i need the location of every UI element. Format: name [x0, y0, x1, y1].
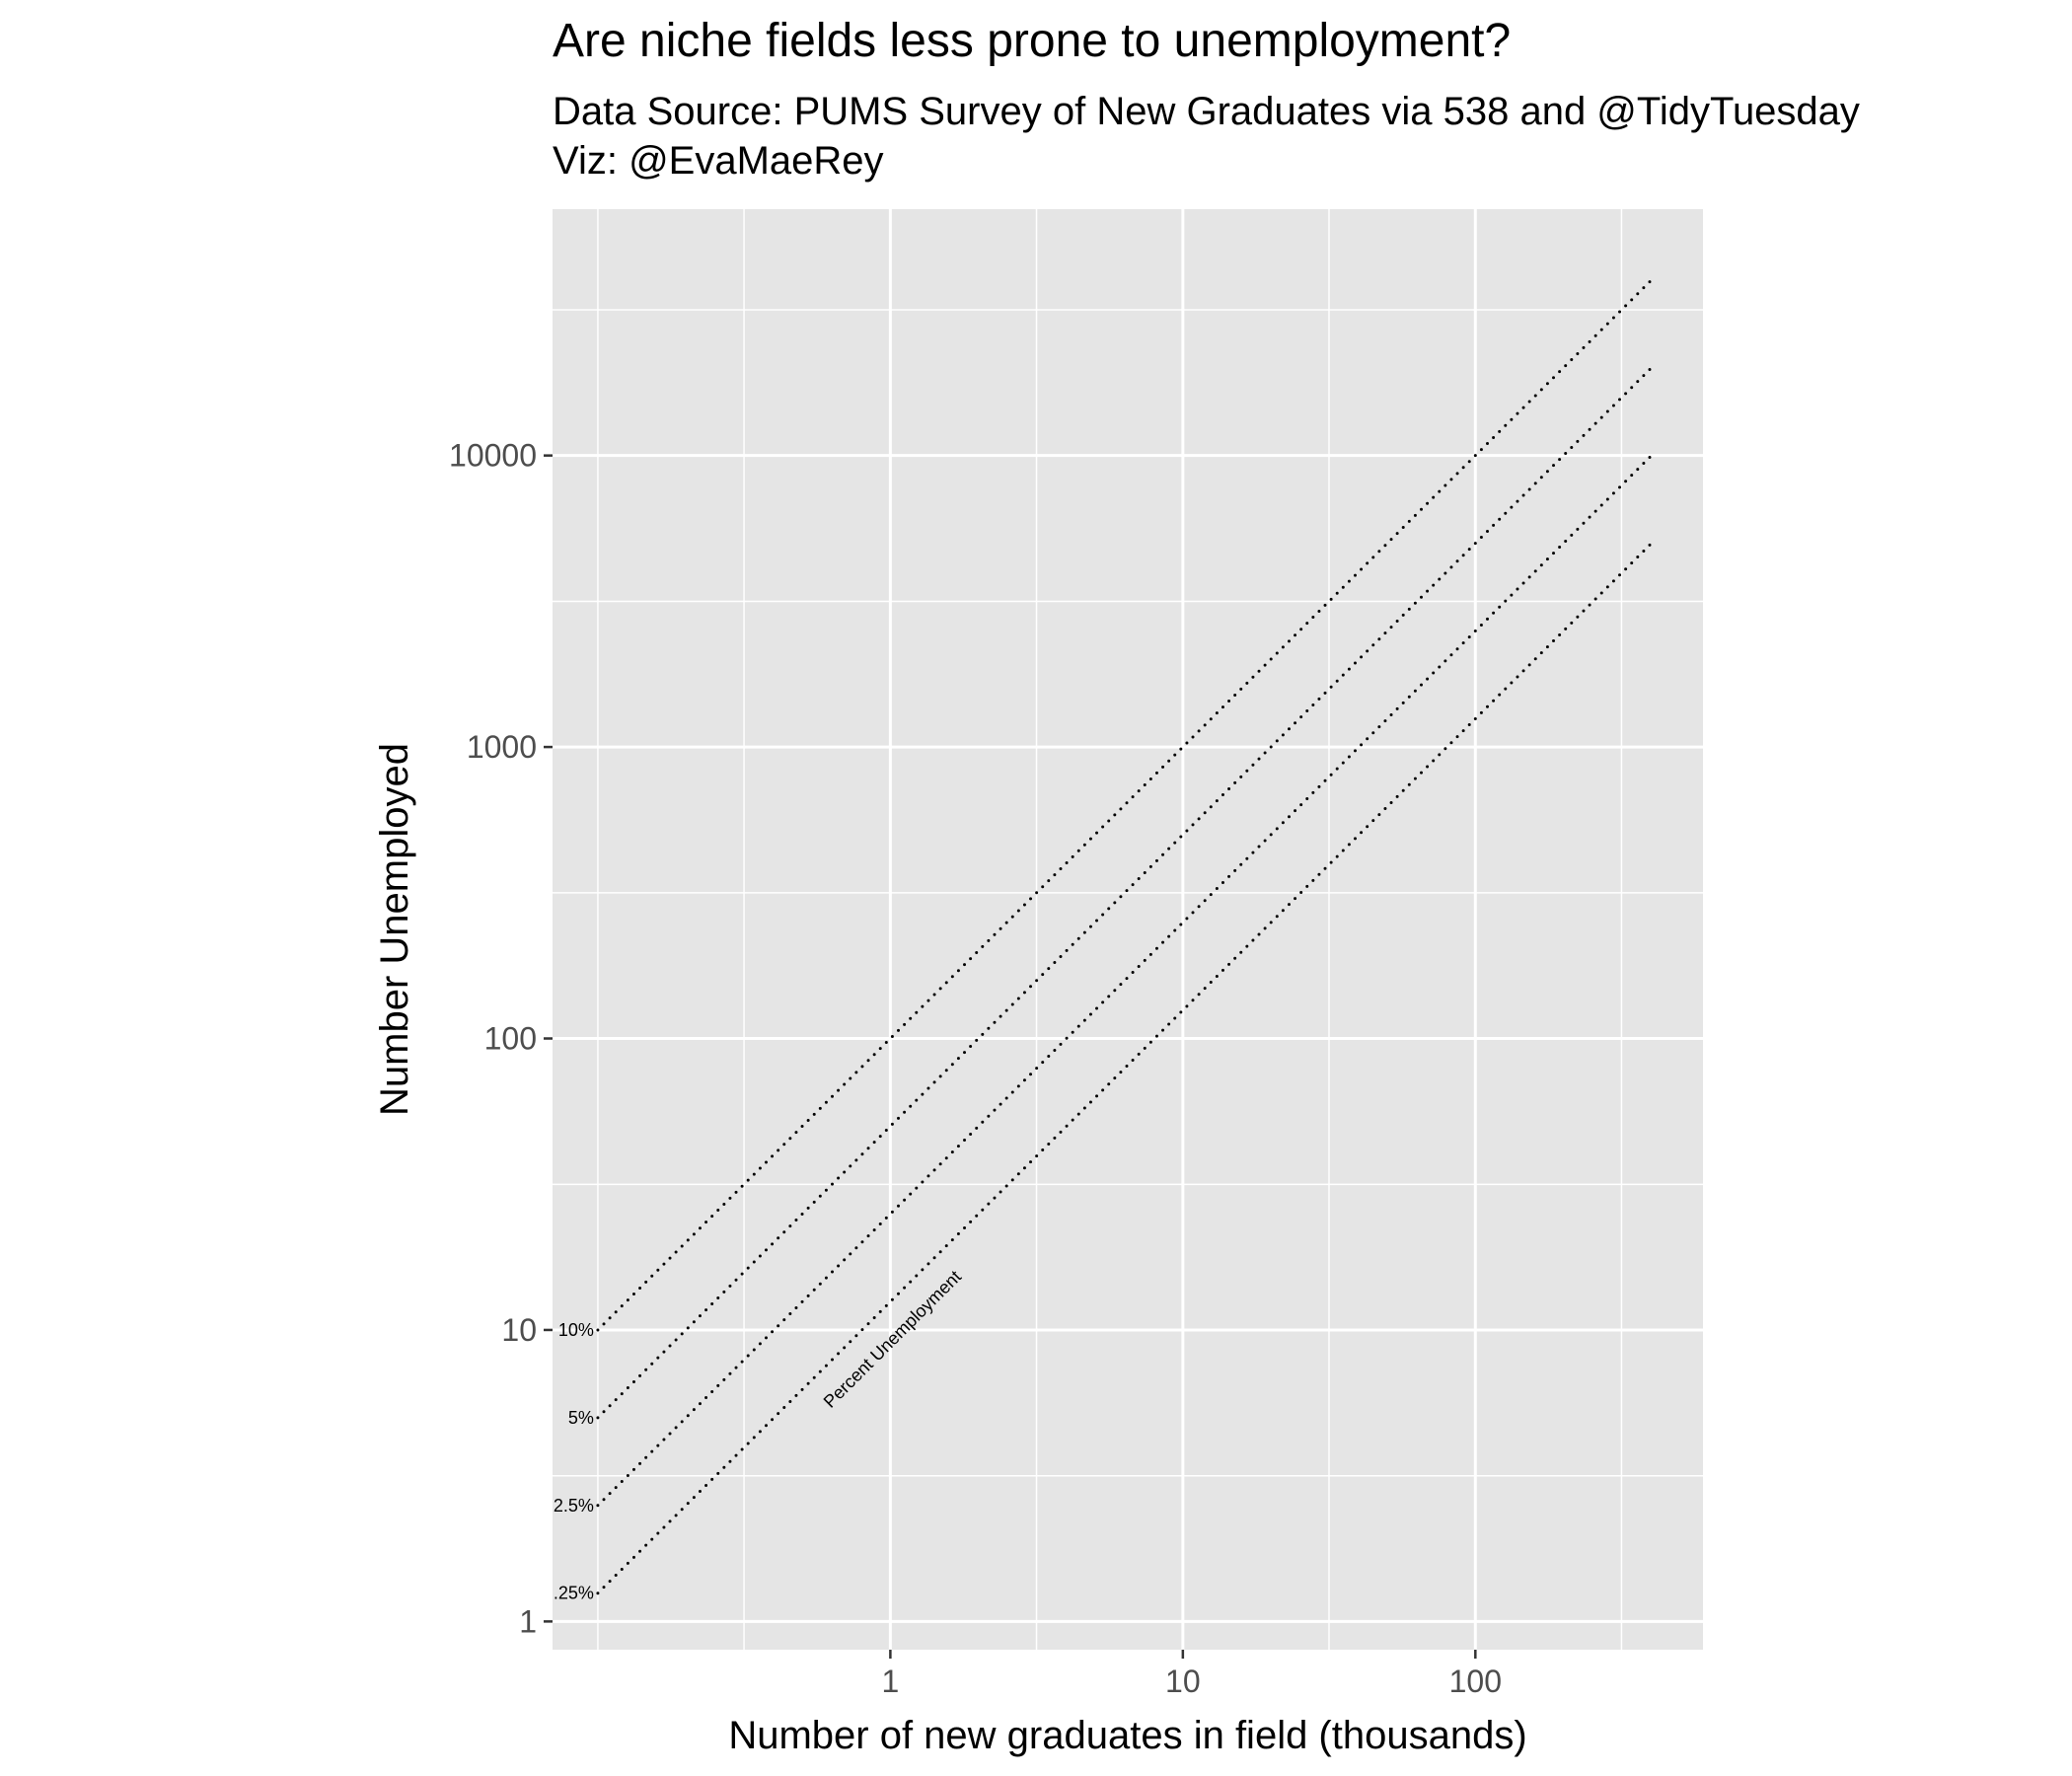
y-tick-label: 1: [519, 1603, 537, 1639]
grid-minor: [553, 209, 1703, 1650]
series-label: .25%: [554, 1584, 594, 1603]
subtitle-line-source: Data Source: PUMS Survey of New Graduate…: [553, 90, 1860, 133]
y-tick-label: 1000: [467, 729, 537, 765]
grid-major: [553, 209, 1703, 1650]
series-line: [596, 278, 1654, 1332]
y-tick-label: 10000: [449, 438, 537, 474]
series-label: 10%: [558, 1320, 594, 1340]
subtitle-line-credit: Viz: @EvaMaeRey: [553, 139, 884, 183]
y-axis-title: Number Unemployed: [373, 743, 416, 1116]
series-label: 5%: [568, 1408, 594, 1428]
x-axis-title: Number of new graduates in field (thousa…: [728, 1714, 1526, 1757]
series-line: [596, 454, 1654, 1508]
axis-ticks: 1 10 100 1 10 100 1000 10000: [449, 438, 1502, 1699]
series-label: 2.5%: [554, 1496, 594, 1516]
chart-title: Are niche fields less prone to unemploym…: [553, 15, 1512, 67]
series-line: [596, 366, 1654, 1420]
chart-subtitle: Data Source: PUMS Survey of New Graduate…: [553, 87, 1860, 185]
y-tick-label: 10: [501, 1312, 537, 1348]
x-tick-label: 100: [1449, 1664, 1502, 1699]
x-tick-label: 10: [1165, 1664, 1201, 1699]
series-line: [596, 542, 1654, 1595]
x-tick-label: 1: [881, 1664, 899, 1699]
series-layer: 10% 5% 2.5% .25%: [554, 278, 1654, 1603]
plot-panel: [553, 209, 1703, 1650]
y-tick-label: 100: [484, 1021, 537, 1057]
